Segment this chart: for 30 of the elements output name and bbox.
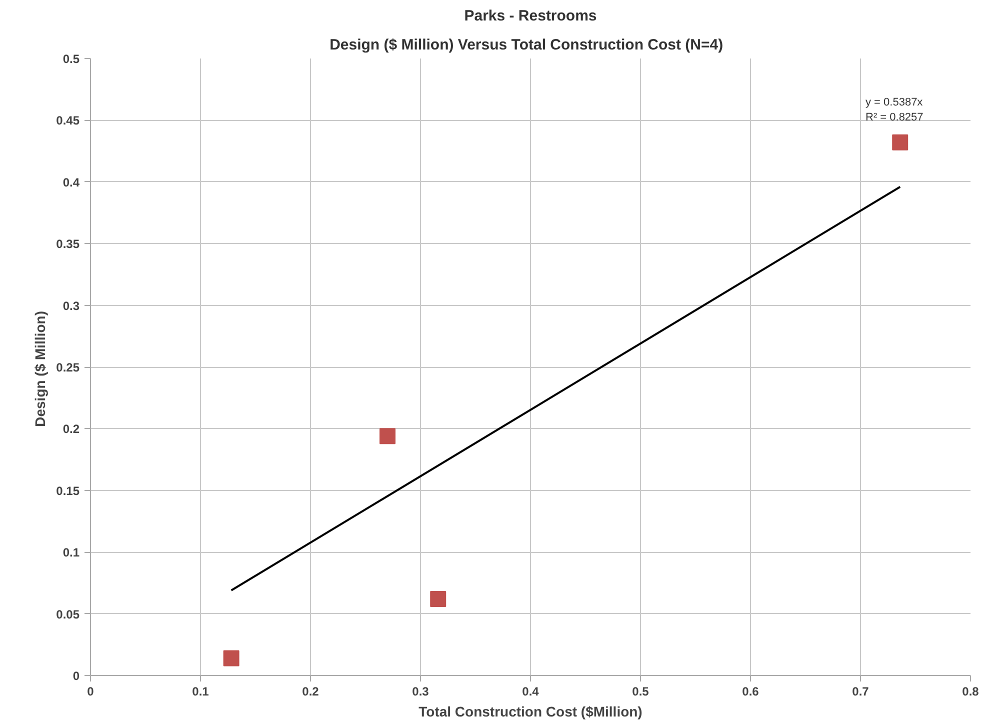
annotation: R² = 0.8257 xyxy=(866,112,924,124)
y-tick-label: 0.25 xyxy=(56,360,80,374)
y-tick-label: 0.2 xyxy=(62,422,80,436)
x-tick-label: 0.5 xyxy=(632,684,650,698)
x-axis-title: Total Construction Cost ($Million) xyxy=(418,704,642,720)
chart-title: Parks - Restrooms xyxy=(464,8,597,24)
point xyxy=(430,590,446,607)
x-tick-label: 0.3 xyxy=(412,684,430,698)
x-tick-label: 0.2 xyxy=(302,684,320,698)
x-tick-label: 0.4 xyxy=(522,684,540,698)
x-tick-label: 0 xyxy=(87,684,94,698)
y-tick-label: 0.5 xyxy=(62,52,80,66)
annotation: y = 0.5387x xyxy=(866,96,924,108)
x-tick-label: 0.7 xyxy=(852,684,870,698)
x-tick-label: 0.6 xyxy=(742,684,760,698)
point xyxy=(223,650,240,666)
chart-subtitle: Design ($ Million) Versus Total Construction Cost (N=4) xyxy=(330,36,724,54)
y-tick-label: 0.15 xyxy=(56,484,80,498)
y-axis-title: Design ($ Million) xyxy=(32,311,48,427)
x-tick-label: 0.8 xyxy=(962,684,980,698)
y-tick-label: 0.1 xyxy=(62,546,80,560)
y-tick-label: 0.05 xyxy=(56,607,80,622)
point xyxy=(892,134,908,150)
y-tick-label: 0.4 xyxy=(62,175,80,190)
y-tick-label: 0.35 xyxy=(56,237,80,252)
y-tick-label: 0 xyxy=(72,669,80,683)
x-tick-label: 0.1 xyxy=(192,684,210,698)
y-tick-label: 0.45 xyxy=(56,114,80,128)
point xyxy=(380,428,396,444)
y-tick-label: 0.3 xyxy=(62,298,80,313)
